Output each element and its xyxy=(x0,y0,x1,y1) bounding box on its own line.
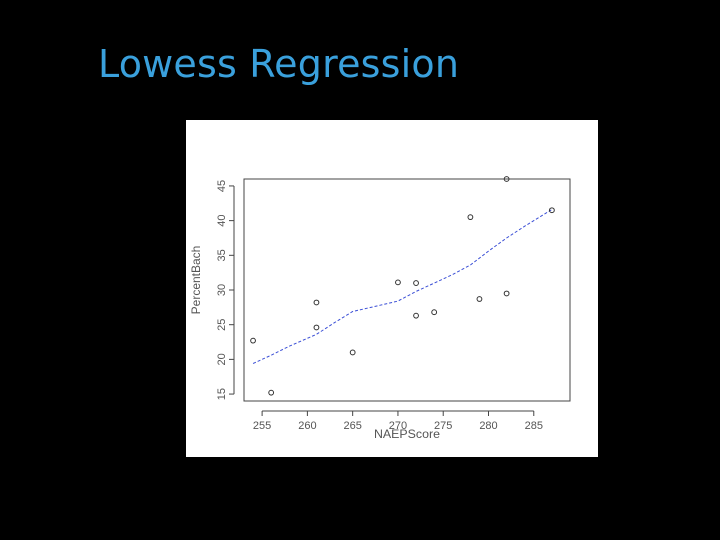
x-tick-label: 280 xyxy=(479,420,497,432)
data-point xyxy=(395,279,401,286)
y-tick-label: 45 xyxy=(216,180,228,192)
data-point xyxy=(313,324,320,331)
data-point xyxy=(431,309,438,316)
data-point xyxy=(548,207,555,214)
lowess-line xyxy=(252,209,553,364)
x-tick-label: 255 xyxy=(253,420,271,432)
data-point xyxy=(503,290,510,297)
data-point xyxy=(503,176,510,182)
data-point xyxy=(467,214,474,221)
data-point xyxy=(313,299,320,306)
y-tick-label: 15 xyxy=(216,388,228,400)
y-axis: 15 20 25 30 35 40 45 xyxy=(216,180,235,400)
x-axis-label: NAEPScore xyxy=(374,427,440,441)
y-axis-label: PercentBach xyxy=(189,246,203,315)
data-point xyxy=(476,296,483,302)
slide-title: Lowess Regression xyxy=(98,42,460,86)
data-points xyxy=(250,176,555,396)
data-point xyxy=(413,312,419,319)
plot-panel: 255 260 265 270 275 280 285 15 20 25 30 35 40 45 NAE… xyxy=(186,120,598,457)
x-axis: 255 260 265 270 275 280 285 xyxy=(253,410,543,432)
y-tick-label: 25 xyxy=(216,319,228,331)
y-tick-label: 35 xyxy=(216,249,228,261)
y-tick-label: 30 xyxy=(216,284,228,296)
scatter-plot: 255 260 265 270 275 280 285 15 20 25 30 35 40 45 NAE… xyxy=(189,176,571,441)
data-point xyxy=(268,389,275,396)
x-tick-label: 285 xyxy=(525,420,543,432)
x-tick-label: 270 xyxy=(389,420,407,432)
y-tick-label: 40 xyxy=(216,215,228,227)
x-tick-label: 260 xyxy=(298,420,316,432)
plot-frame xyxy=(243,178,571,402)
data-point xyxy=(349,349,356,356)
x-tick-label: 265 xyxy=(343,420,361,432)
data-point xyxy=(413,280,419,286)
y-tick-label: 20 xyxy=(216,353,228,365)
x-tick-label: 275 xyxy=(434,420,452,432)
data-point xyxy=(250,337,256,344)
